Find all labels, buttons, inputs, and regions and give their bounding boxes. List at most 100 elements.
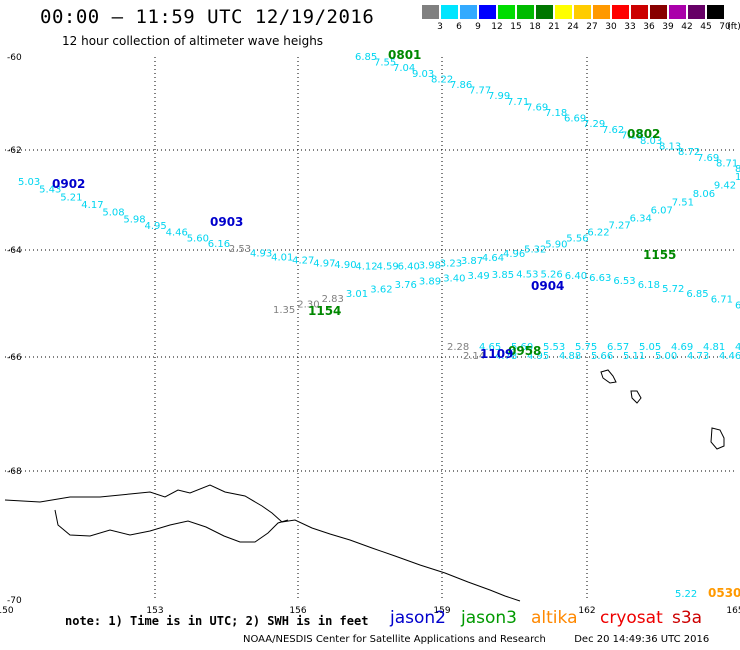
lat-tick-label: -68 bbox=[7, 467, 22, 477]
generated-timestamp: Dec 20 14:49:36 UTC 2016 bbox=[574, 634, 710, 645]
lon-tick-label: 156 bbox=[289, 606, 306, 616]
wave-height-value: 1.35 bbox=[273, 305, 295, 316]
coastline bbox=[4, 369, 725, 602]
wave-height-value: 7.77 bbox=[469, 86, 491, 97]
legend-label: 36 bbox=[643, 22, 655, 32]
legend-swatch bbox=[669, 5, 686, 19]
wave-height-value: 6.57 bbox=[607, 342, 629, 353]
pass-time-label: 0530 bbox=[708, 586, 740, 600]
wave-height-value: 3.49 bbox=[468, 271, 490, 282]
wave-height-value: 7.51 bbox=[672, 198, 694, 209]
legend-label: 6 bbox=[456, 22, 462, 32]
lat-tick-label: -62 bbox=[7, 146, 22, 156]
wave-height-value: 7.99 bbox=[488, 91, 510, 102]
wave-height-value: 4.69 bbox=[671, 342, 693, 353]
pass-time-label: 0904 bbox=[531, 279, 564, 293]
wave-height-value: 4.95 bbox=[145, 221, 167, 232]
wave-height-value: 4.90 bbox=[334, 260, 356, 271]
wave-height-value: 4.96 bbox=[503, 249, 525, 260]
wave-height-value: 8.22 bbox=[431, 74, 453, 85]
wave-height-value: 4.95 bbox=[527, 351, 549, 362]
wave-height-value: 7.69 bbox=[697, 153, 719, 164]
wave-height-value: 5.56 bbox=[566, 234, 588, 245]
legend-label: 9 bbox=[475, 22, 481, 32]
wave-height-value: 4.88 bbox=[559, 351, 581, 362]
wave-height-value: 3.23 bbox=[440, 259, 462, 270]
wave-height-value: 4.64 bbox=[482, 253, 504, 264]
legend-label: 39 bbox=[662, 22, 674, 32]
legend-label: 27 bbox=[586, 22, 598, 32]
legend-label: 24 bbox=[567, 22, 579, 32]
wave-height-value: 6.9 bbox=[735, 301, 740, 312]
lon-tick-label: 153 bbox=[146, 606, 163, 616]
wave-height-value: 6.22 bbox=[587, 227, 609, 238]
wave-height-value: 5.08 bbox=[102, 207, 124, 218]
legend-swatch bbox=[517, 5, 534, 19]
legend-label: 3 bbox=[437, 22, 443, 32]
pass-time-label: 1109 bbox=[480, 347, 513, 361]
wave-height-value: 7.27 bbox=[609, 221, 631, 232]
legend-label: 15 bbox=[510, 22, 522, 32]
legend-swatch bbox=[460, 5, 477, 19]
wave-height-value: 4.59 bbox=[377, 262, 399, 273]
wave-height-value: 5.21 bbox=[60, 192, 82, 203]
wave-height-value: 3.98 bbox=[419, 260, 441, 271]
wave-height-value: 6.18 bbox=[638, 280, 660, 291]
wave-height-value: 6.69 bbox=[564, 114, 586, 125]
wave-height-value: 2.30 bbox=[297, 300, 319, 311]
wave-height-value: 5.98 bbox=[123, 214, 145, 225]
satellite-label: altika bbox=[531, 608, 578, 628]
pass-time-label: 0802 bbox=[627, 127, 660, 141]
wave-height-value: 7.86 bbox=[450, 80, 472, 91]
wave-height-value: 5.32 bbox=[524, 245, 546, 256]
legend-swatch bbox=[498, 5, 515, 19]
wave-height-value: 4.01 bbox=[271, 253, 293, 264]
pass-time-label: 0902 bbox=[52, 177, 85, 191]
graticule: 150 153 156 159 162 165 -60 -62 -64 -66 -68 -70 bbox=[0, 53, 740, 616]
wave-height-value: 5.90 bbox=[545, 239, 567, 250]
lat-tick-label: -66 bbox=[7, 353, 22, 363]
wave-height-value: 3.85 bbox=[492, 270, 514, 281]
island-1 bbox=[600, 369, 617, 384]
wave-height-value: 6.53 bbox=[613, 276, 635, 287]
wave-height-value: 6.40 bbox=[398, 261, 420, 272]
satellite-label: jason3 bbox=[461, 608, 517, 628]
wave-height-value: 10 bbox=[735, 172, 740, 183]
wave-height-value: 6.85 bbox=[686, 289, 708, 300]
wave-height-value: 4.12 bbox=[355, 261, 377, 272]
wave-height-value: 8.13 bbox=[659, 142, 681, 153]
legend-swatch bbox=[688, 5, 705, 19]
wave-height-value: 6.71 bbox=[711, 295, 733, 306]
wave-height-value: 5.26 bbox=[541, 270, 563, 281]
wave-height-value: 6.34 bbox=[630, 213, 652, 224]
wave-height-value: 4.97 bbox=[313, 258, 335, 269]
wave-height-value: 8.03 bbox=[640, 136, 662, 147]
legend-label: 45 bbox=[700, 22, 712, 32]
legend-label: 70 bbox=[719, 22, 731, 32]
wave-height-value: 5.72 bbox=[662, 284, 684, 295]
lat-tick-label: -60 bbox=[7, 53, 22, 63]
satellite-label: jason2 bbox=[390, 608, 446, 628]
wave-height-value: 5.75 bbox=[575, 342, 597, 353]
legend-swatch bbox=[593, 5, 610, 19]
wave-height-value: 6.07 bbox=[651, 206, 673, 217]
legend-swatch bbox=[707, 5, 724, 19]
wave-height-value: 2.28 bbox=[447, 342, 469, 353]
wave-height-value: 4.93 bbox=[250, 249, 272, 260]
legend-label: 30 bbox=[605, 22, 617, 32]
wave-height-value: 7.18 bbox=[545, 108, 567, 119]
wave-height-value: 5.66 bbox=[591, 351, 613, 362]
wave-height-value: 4.53 bbox=[516, 269, 538, 280]
wave-height-value: 9.03 bbox=[412, 69, 434, 80]
legend-label: 18 bbox=[529, 22, 541, 32]
wave-height-value: 5.43 bbox=[39, 185, 61, 196]
pass-time-label: 0958 bbox=[508, 344, 541, 358]
island-3 bbox=[710, 427, 725, 450]
legend-swatch bbox=[555, 5, 572, 19]
units-note: note: 1) Time is in UTC; 2) SWH is in fe… bbox=[65, 614, 369, 628]
wave-height-value: 8.71 bbox=[716, 158, 738, 169]
wave-height-value: 7.19 bbox=[621, 130, 643, 141]
wave-height-value: 2.53 bbox=[229, 244, 251, 255]
wave-height-value: 5.22 bbox=[675, 589, 697, 600]
